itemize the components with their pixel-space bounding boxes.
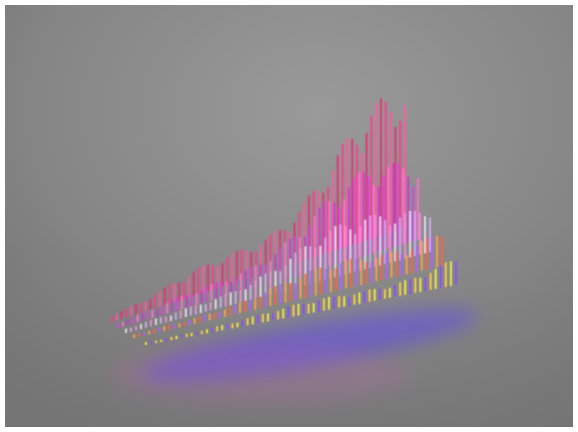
page: (() => { const ns = 'http://www.w3.org/2… bbox=[0, 0, 578, 432]
render bbox=[0, 0, 578, 432]
pink-reflection bbox=[110, 345, 410, 405]
